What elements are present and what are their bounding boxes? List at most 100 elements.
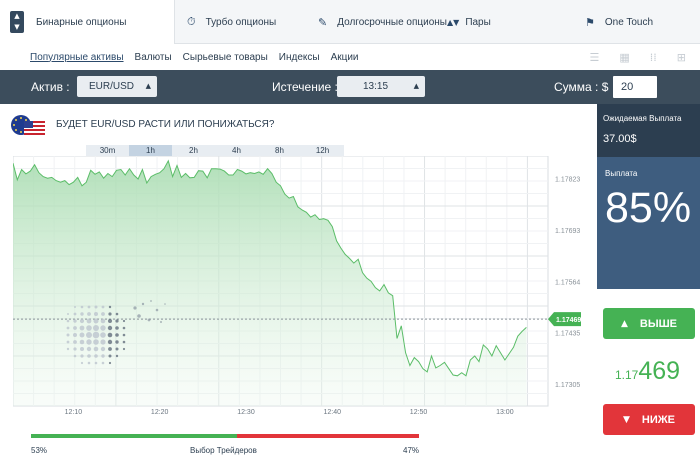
logo-dot — [101, 354, 105, 358]
logo-dot — [147, 318, 151, 322]
triangle-down-icon: ▼ — [622, 414, 630, 425]
x-tick-label: 12:10 — [65, 409, 83, 416]
price-line — [13, 159, 527, 377]
logo-dot — [86, 339, 92, 345]
list-view-icon[interactable]: ☰ — [589, 51, 600, 64]
logo-dot — [150, 300, 152, 302]
logo-dot — [122, 340, 126, 344]
logo-dot — [101, 312, 105, 316]
logo-dot — [92, 331, 100, 339]
expiry-label: Истечение : — [272, 80, 338, 94]
logo-dot — [115, 340, 119, 344]
logo-dot — [66, 347, 70, 351]
call-button[interactable]: ▲ ВЫШЕ — [603, 308, 695, 339]
timeframe-tabs: 30m 1h 2h 4h 8h 12h — [86, 145, 344, 156]
logo-dot — [73, 354, 77, 358]
expected-payout-label: Ожидаемая Выплата — [603, 114, 682, 123]
updown-icon: ▲ ▼ — [10, 11, 24, 33]
logo-dot — [79, 325, 85, 331]
price-area — [13, 160, 527, 406]
nav-commodities[interactable]: Сырьевые товары — [182, 51, 268, 63]
logo-dot — [155, 308, 159, 312]
traders-up-percent: 53% — [31, 446, 48, 455]
logo-dot — [137, 314, 141, 318]
logo-dot — [122, 319, 126, 323]
current-price: 1.17469 — [615, 357, 680, 386]
logo-dot — [79, 332, 85, 338]
logo-dot — [107, 339, 113, 345]
stopwatch-icon: ⏱ — [187, 15, 196, 28]
tab-long-term-options[interactable]: ✎ Долгосрочные опционы — [318, 0, 447, 44]
logo-dot — [108, 361, 112, 365]
y-tick-label: 1.17305 — [555, 382, 580, 389]
logo-dot — [66, 333, 70, 337]
logo-dot — [100, 346, 106, 352]
logo-dot — [87, 361, 91, 365]
timeframe-4h[interactable]: 4h — [215, 145, 258, 156]
timeframe-8h[interactable]: 8h — [258, 145, 301, 156]
updown-arrows-icon: ▲▼ — [447, 17, 460, 27]
grid-3-view-icon[interactable]: ⁞⁞ — [649, 51, 657, 64]
nav-indices[interactable]: Индексы — [278, 51, 320, 63]
logo-dot — [100, 339, 106, 345]
logo-dot — [80, 347, 84, 351]
asset-select[interactable]: EUR/USD ▲ — [77, 76, 157, 97]
logo-dot — [73, 326, 77, 330]
logo-dot — [93, 325, 99, 331]
traders-down-percent: 47% — [403, 446, 420, 455]
x-axis-labels: 12:10 12:20 12:30 12:40 12:50 13:00 — [65, 409, 514, 416]
x-tick-label: 12:30 — [237, 409, 255, 416]
logo-dot — [93, 318, 99, 324]
traders-up-bar — [31, 434, 237, 438]
tab-one-touch[interactable]: ⚑ One Touch — [585, 0, 653, 44]
logo-dot — [107, 325, 113, 331]
y-tick-label: 1.17435 — [555, 331, 580, 338]
timeframe-12h[interactable]: 12h — [301, 145, 344, 156]
logo-dot — [115, 347, 119, 351]
logo-dot — [73, 340, 77, 344]
logo-dot — [73, 319, 77, 323]
traders-choice-label: Выбор Трейдеров — [190, 446, 257, 455]
nav-popular-assets[interactable]: Популярные активы — [30, 51, 124, 63]
timeframe-2h[interactable]: 2h — [172, 145, 215, 156]
logo-dot — [67, 313, 69, 315]
tab-turbo-options[interactable]: ⏱ Турбо опционы — [187, 0, 276, 44]
payout-panel: Ожидаемая Выплата 37.00$ Выплата 85% — [597, 104, 700, 289]
logo-dot — [94, 361, 98, 365]
sphere-logo — [66, 300, 166, 365]
grid-4-view-icon[interactable]: ⊞ — [676, 51, 686, 64]
expected-payout-value: 37.00$ — [603, 133, 637, 145]
y-tick-label: 1.17823 — [555, 177, 580, 184]
logo-dot — [87, 312, 91, 316]
tab-label: Пары — [465, 16, 491, 28]
grid-2-view-icon[interactable]: ▦ — [619, 51, 630, 64]
put-button[interactable]: ▼ НИЖЕ — [603, 404, 695, 435]
logo-dot — [108, 347, 112, 351]
timeframe-30m[interactable]: 30m — [86, 145, 129, 156]
logo-dot — [80, 361, 84, 365]
amount-input[interactable]: 20 — [613, 76, 657, 98]
flag-icon: ⚑ — [585, 15, 595, 29]
price-badge-shape — [548, 312, 581, 327]
tab-binary-options[interactable]: ▲ ▼ Бинарные опционы — [0, 0, 175, 44]
nav-stocks[interactable]: Акции — [330, 51, 359, 63]
logo-dot — [79, 318, 85, 324]
logo-dot — [141, 302, 145, 306]
logo-dot — [74, 306, 76, 308]
logo-dot — [87, 354, 91, 358]
tab-label: Долгосрочные опционы — [337, 16, 447, 28]
logo-dot — [73, 312, 77, 316]
logo-dot — [73, 333, 77, 337]
logo-dot — [122, 326, 126, 330]
nav-currencies[interactable]: Валюты — [134, 51, 172, 63]
logo-dot — [66, 326, 70, 330]
logo-dot — [160, 321, 162, 323]
logo-dot — [100, 332, 106, 338]
logo-dot — [115, 354, 119, 358]
timeframe-1h[interactable]: 1h — [129, 145, 172, 156]
price-badge-label: 1.17469 — [556, 317, 581, 324]
tab-pairs[interactable]: ▲▼ Пары — [447, 0, 491, 44]
select-arrows-icon: ▲ — [413, 82, 419, 90]
expiry-select[interactable]: 13:15 ▲ — [337, 76, 425, 97]
logo-dot — [94, 312, 98, 316]
